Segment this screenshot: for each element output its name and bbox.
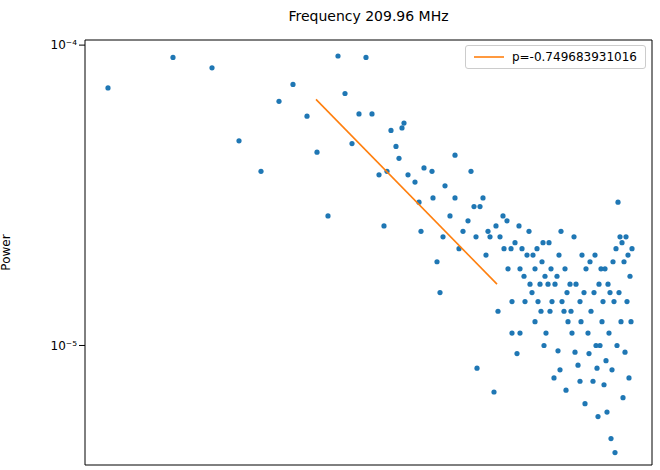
svg-text:10⁻⁴: 10⁻⁴ (51, 38, 78, 52)
html-text:p=-0.749683931016: p=-0.749683931016 (511, 50, 637, 64)
html-text:Frequency 209.96 MHz: Frequency 209.96 MHz (288, 8, 449, 24)
svg-text:Power: Power (0, 234, 13, 270)
svg-text:10⁻⁵: 10⁻⁵ (51, 339, 78, 353)
